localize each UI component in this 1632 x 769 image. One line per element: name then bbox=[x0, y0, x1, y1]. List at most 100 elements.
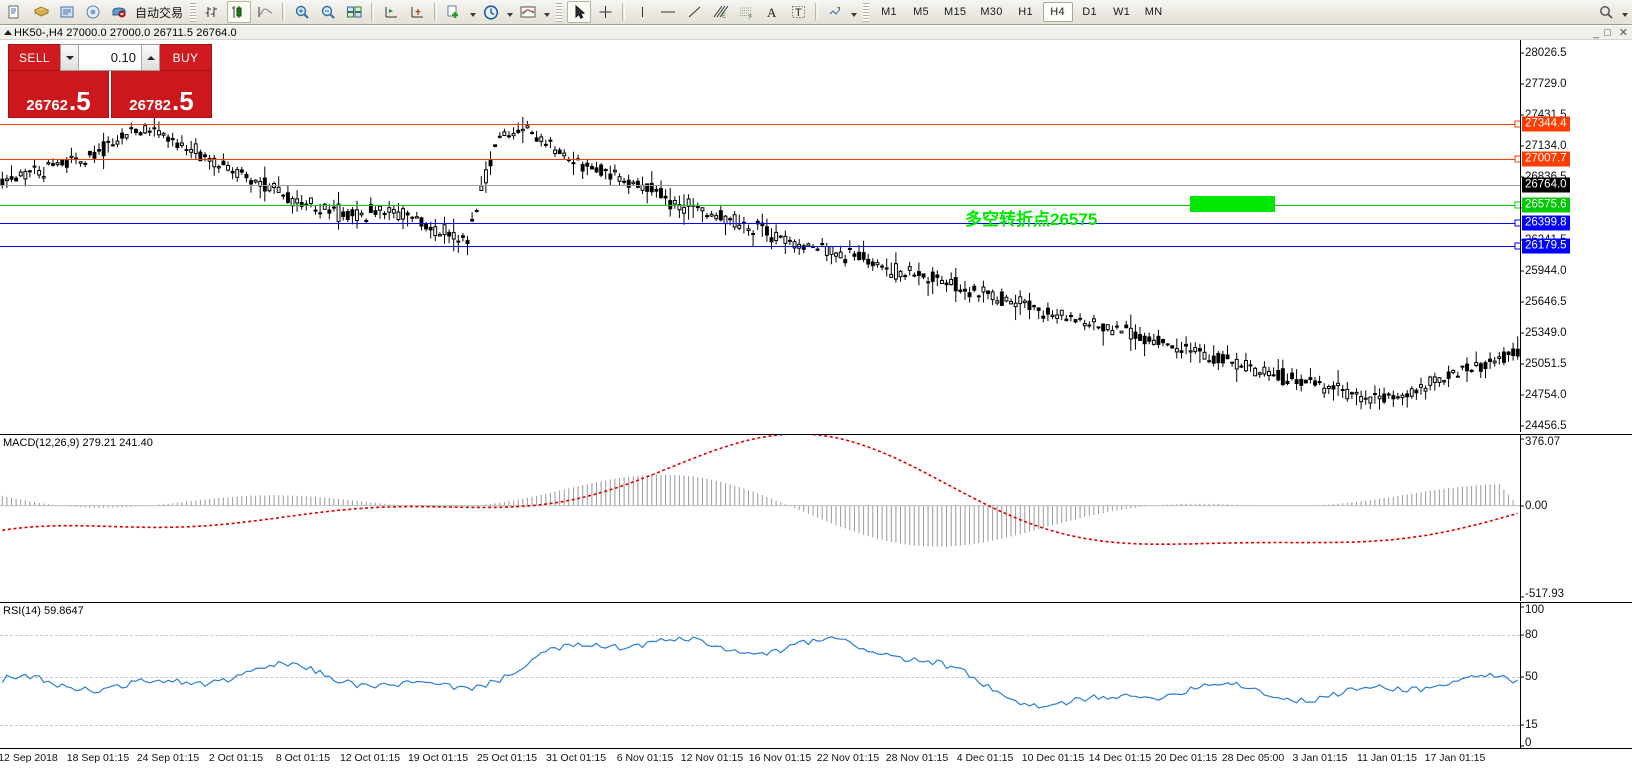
close-icon[interactable]: ✕ bbox=[1618, 27, 1628, 39]
price-tick-mark bbox=[1521, 270, 1524, 272]
minimize-button[interactable]: _ □ bbox=[1593, 27, 1612, 39]
horizontal-line-icon[interactable] bbox=[656, 1, 680, 23]
time-axis-label: 28 Dec 05:00 bbox=[1221, 752, 1285, 764]
price-plot-area[interactable] bbox=[0, 40, 1520, 432]
time-axis-label: 4 Dec 01:15 bbox=[956, 752, 1014, 764]
price-level-handle-pivot[interactable] bbox=[1514, 201, 1520, 209]
price-level-handle-support-1[interactable] bbox=[1514, 219, 1520, 227]
svg-text:E: E bbox=[722, 14, 726, 20]
price-scale[interactable]: 28026.527729.027431.527134.026836.526539… bbox=[1520, 40, 1632, 432]
auto-scroll-icon[interactable] bbox=[405, 1, 429, 23]
rsi-scale[interactable]: 100 80 50 15 0 bbox=[1520, 603, 1632, 749]
buy-button[interactable]: BUY bbox=[160, 44, 212, 71]
chart-annotation-label[interactable]: 多空转折点26575 bbox=[965, 209, 1098, 229]
rsi-gridline-50 bbox=[0, 676, 1520, 678]
rsi-plot-area[interactable] bbox=[0, 603, 1520, 749]
price-level-line-resistance-2[interactable] bbox=[0, 159, 1520, 161]
tile-windows-icon[interactable] bbox=[342, 1, 366, 23]
rsi-label: RSI(14) 59.8647 bbox=[3, 605, 84, 617]
news-icon[interactable] bbox=[55, 1, 79, 23]
mailbox-icon[interactable] bbox=[107, 1, 131, 23]
volume-stepper[interactable]: 0.10 bbox=[60, 44, 160, 71]
buy-price-button[interactable]: 26782 .5 bbox=[111, 71, 212, 118]
toolbar-grip[interactable] bbox=[863, 2, 870, 22]
sell-price-button[interactable]: 26762 .5 bbox=[8, 71, 109, 118]
autotrade-label[interactable]: 自动交易 bbox=[135, 5, 184, 20]
price-level-line-pivot[interactable] bbox=[0, 204, 1520, 206]
crosshair-icon[interactable] bbox=[593, 1, 617, 23]
timeframe-d1[interactable]: D1 bbox=[1082, 6, 1097, 18]
macd-plot-area[interactable] bbox=[0, 435, 1520, 601]
cursor-icon[interactable] bbox=[567, 1, 592, 23]
trendline-icon[interactable] bbox=[682, 1, 706, 23]
add-indicator-dropdown-icon[interactable] bbox=[467, 1, 478, 23]
buy-price-integer: 26782 bbox=[129, 97, 172, 114]
new-order-icon[interactable] bbox=[3, 1, 27, 23]
price-level-line-last-price[interactable] bbox=[0, 184, 1520, 186]
time-axis-label: 12 Nov 01:15 bbox=[680, 752, 744, 764]
templates-icon[interactable] bbox=[516, 1, 540, 23]
fibonacci-icon[interactable]: F bbox=[734, 1, 758, 23]
text-box-icon[interactable]: T bbox=[786, 1, 810, 23]
restore-arrow-icon[interactable] bbox=[4, 30, 12, 35]
price-tick-mark bbox=[1521, 394, 1524, 396]
time-axis-label: 12 Oct 01:15 bbox=[339, 752, 401, 764]
time-axis-label: 20 Dec 01:15 bbox=[1154, 752, 1218, 764]
toolbar-overflow-icon[interactable] bbox=[1619, 1, 1630, 23]
drawings-dropdown-icon[interactable] bbox=[848, 1, 859, 23]
text-label-icon[interactable]: A bbox=[760, 1, 784, 23]
volume-increment-button[interactable] bbox=[141, 45, 159, 70]
chart-shift-icon[interactable] bbox=[379, 1, 403, 23]
candlestick-chart-icon[interactable] bbox=[227, 1, 252, 23]
add-indicator-icon[interactable] bbox=[442, 1, 466, 23]
price-level-line-resistance-1[interactable] bbox=[0, 124, 1520, 126]
price-level-handle-support-2[interactable] bbox=[1514, 242, 1520, 250]
volume-decrement-button[interactable] bbox=[61, 45, 79, 70]
toolbar-grip[interactable] bbox=[556, 2, 563, 22]
period-dropdown-icon[interactable] bbox=[504, 1, 515, 23]
rsi-pane[interactable]: RSI(14) 59.8647 100 80 50 15 0 bbox=[0, 602, 1632, 749]
sell-button[interactable]: SELL bbox=[8, 44, 60, 71]
price-label-resistance-1: 27344.4 bbox=[1522, 116, 1570, 132]
price-label-resistance-2: 27007.7 bbox=[1522, 151, 1570, 167]
period-icon[interactable] bbox=[479, 1, 503, 23]
time-axis-label: 17 Jan 01:15 bbox=[1424, 752, 1486, 764]
macd-scale[interactable]: 376.07 0.00 -517.93 bbox=[1520, 435, 1632, 601]
toolbar-grip[interactable] bbox=[190, 2, 197, 22]
timeframe-h1[interactable]: H1 bbox=[1018, 6, 1033, 18]
zoom-in-icon[interactable] bbox=[290, 1, 314, 23]
timeframe-w1[interactable]: W1 bbox=[1113, 6, 1131, 18]
search-icon[interactable] bbox=[1594, 1, 1618, 23]
sell-price-fraction: .5 bbox=[69, 86, 91, 116]
timeframe-m1[interactable]: M1 bbox=[881, 6, 897, 18]
price-tick-mark bbox=[1521, 176, 1524, 178]
price-level-handle-resistance-2[interactable] bbox=[1514, 155, 1520, 163]
buy-price-fraction: .5 bbox=[172, 86, 194, 116]
drawings-icon[interactable] bbox=[823, 1, 847, 23]
macd-pane[interactable]: MACD(12,26,9) 279.21 241.40 376.07 0.00 -5… bbox=[0, 434, 1632, 601]
timeframe-m5[interactable]: M5 bbox=[913, 6, 929, 18]
price-tick-mark bbox=[1521, 114, 1524, 116]
volume-input[interactable]: 0.10 bbox=[79, 45, 141, 70]
price-level-line-support-2[interactable] bbox=[0, 246, 1520, 247]
alerts-icon[interactable] bbox=[81, 1, 105, 23]
equidistant-channel-icon[interactable]: E bbox=[708, 1, 732, 23]
price-pane[interactable]: 28026.527729.027431.527134.026836.526539… bbox=[0, 40, 1632, 432]
time-axis[interactable]: 12 Sep 2018 18 Sep 01:15 24 Sep 01:15 2 Oct… bbox=[0, 748, 1632, 766]
timeframe-m15[interactable]: M15 bbox=[944, 6, 967, 18]
zoom-out-icon[interactable] bbox=[316, 1, 340, 23]
price-level-handle-resistance-1[interactable] bbox=[1514, 120, 1520, 128]
time-axis-label: 16 Nov 01:15 bbox=[748, 752, 812, 764]
macd-tick-mark bbox=[1521, 596, 1524, 598]
bar-chart-icon[interactable] bbox=[201, 1, 225, 23]
vertical-line-icon[interactable] bbox=[630, 1, 654, 23]
main-toolbar: 自动交易 bbox=[0, 0, 1632, 25]
price-level-line-support-1[interactable] bbox=[0, 223, 1520, 224]
toolbar-separator bbox=[282, 3, 286, 21]
data-window-icon[interactable] bbox=[29, 1, 53, 23]
timeframe-h4[interactable]: H4 bbox=[1042, 2, 1073, 22]
line-chart-icon[interactable] bbox=[253, 1, 277, 23]
templates-dropdown-icon[interactable] bbox=[541, 1, 552, 23]
timeframe-mn[interactable]: MN bbox=[1144, 6, 1163, 18]
timeframe-m30[interactable]: M30 bbox=[980, 6, 1003, 18]
